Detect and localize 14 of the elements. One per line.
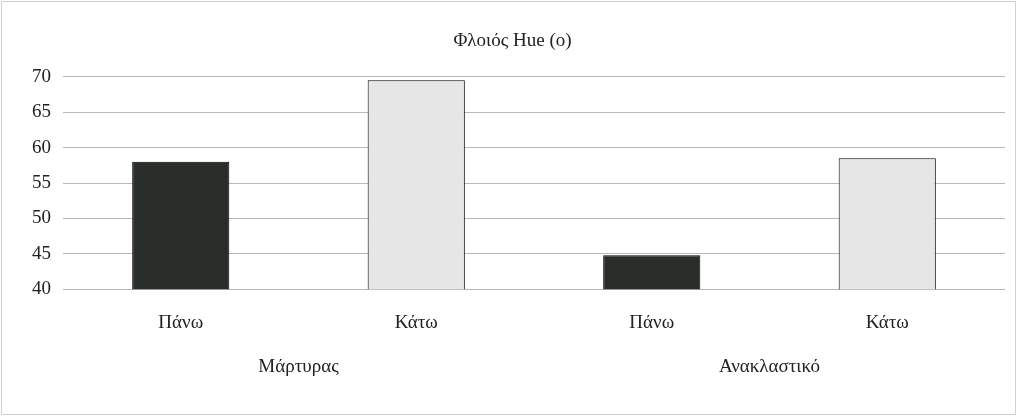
y-tick-label: 65 bbox=[32, 100, 51, 122]
x-tick-label: Κάτω bbox=[394, 310, 438, 332]
y-tick-label: 55 bbox=[32, 170, 51, 192]
y-tick-label: 50 bbox=[32, 206, 51, 228]
y-tick-label: 60 bbox=[32, 135, 51, 157]
y-tick-label: 70 bbox=[32, 64, 51, 86]
chart-title: Φλοιός Hue (o) bbox=[453, 29, 572, 52]
x-tick-label: Κάτω bbox=[865, 310, 909, 332]
x-tick-label: Πάνω bbox=[629, 310, 675, 332]
y-tick-label: 40 bbox=[32, 277, 51, 299]
text: Ανακλαστικό bbox=[718, 355, 821, 377]
y-tick-label: 45 bbox=[32, 241, 51, 263]
x-tick-label: Πάνω bbox=[158, 310, 204, 332]
text: Μάρτυρας bbox=[258, 355, 340, 377]
